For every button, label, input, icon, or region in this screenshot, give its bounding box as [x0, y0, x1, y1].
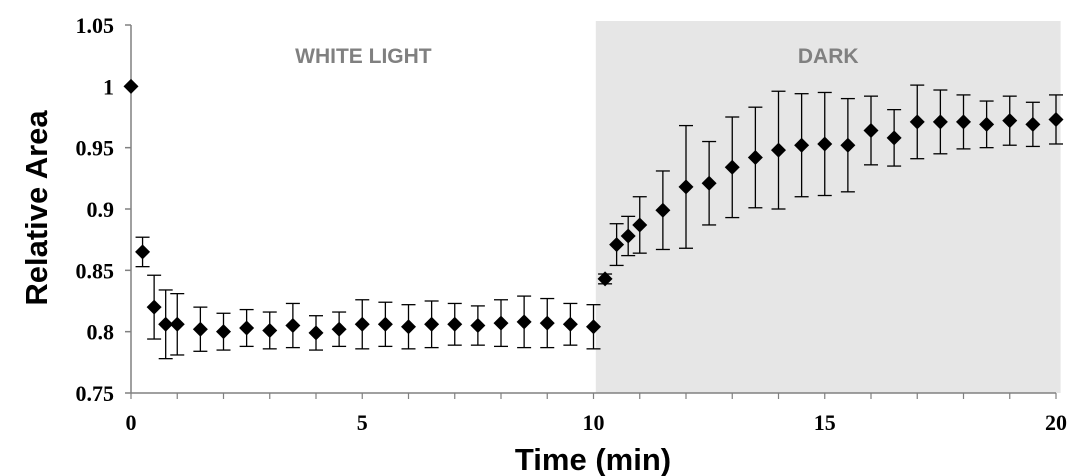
y-tick-label: 0.85: [76, 258, 115, 283]
data-point: [586, 319, 601, 335]
data-point: [956, 114, 971, 130]
x-tick-label: 20: [1045, 410, 1067, 435]
data-point: [424, 316, 440, 332]
y-tick-label: 0.95: [76, 136, 115, 161]
data-point: [308, 325, 324, 341]
data-point: [817, 136, 833, 152]
data-point: [401, 319, 416, 335]
region-1: [595, 21, 1061, 393]
x-tick-label: 5: [357, 410, 368, 435]
data-point: [620, 228, 636, 244]
data-point: [331, 321, 347, 337]
data-point: [216, 324, 231, 340]
region-label-1: DARK: [798, 45, 859, 68]
data-point: [516, 314, 532, 330]
region-0: [131, 21, 596, 393]
data-point: [377, 316, 393, 332]
y-tick-label: 0.8: [87, 320, 115, 345]
y-tick-label: 0.9: [87, 197, 115, 222]
data-point: [701, 175, 717, 191]
data-point: [123, 78, 139, 94]
data-point: [169, 316, 185, 332]
data-point: [1048, 111, 1064, 127]
data-point: [609, 237, 625, 253]
data-point: [192, 321, 208, 337]
data-point: [562, 316, 578, 332]
data-point: [1002, 113, 1018, 129]
error-bars: [135, 84, 1063, 360]
x-tick-label: 15: [814, 410, 836, 435]
data-point: [724, 159, 740, 175]
data-point: [909, 114, 925, 130]
region-labels: WHITE LIGHT DARK: [295, 45, 858, 68]
data-point: [1025, 116, 1041, 132]
data-point: [239, 320, 255, 336]
data-point: [979, 116, 995, 132]
data-point: [158, 316, 174, 332]
data-point: [354, 316, 370, 332]
x-tick-label: 0: [126, 410, 137, 435]
data-point: [747, 149, 763, 165]
data-point: [447, 316, 463, 332]
region-label-0: WHITE LIGHT: [295, 45, 432, 68]
data-point: [146, 299, 162, 315]
data-point: [597, 271, 613, 287]
data-point: [470, 318, 486, 334]
data-point: [135, 244, 151, 260]
y-tick-label: 0.75: [76, 381, 115, 406]
data-point: [655, 202, 671, 218]
background-regions: [131, 21, 1061, 393]
y-axis-title: Relative Area: [19, 110, 54, 306]
data-points: [123, 78, 1064, 341]
data-point: [863, 122, 879, 138]
x-tick-label: 10: [583, 410, 605, 435]
data-point: [886, 130, 902, 146]
y-tick-labels: 0.75 0.8 0.85 0.9 0.95 1 1.05: [76, 13, 115, 406]
data-point: [539, 315, 555, 331]
data-point: [771, 142, 786, 158]
x-tick-labels: 0 5 10 15 20: [126, 410, 1068, 435]
data-point: [632, 217, 648, 233]
data-point: [794, 137, 810, 153]
data-point: [932, 114, 948, 130]
data-point: [262, 322, 278, 338]
data-point: [285, 318, 301, 334]
y-tick-label: 1: [103, 74, 114, 99]
data-point: [493, 315, 509, 331]
y-tick-label: 1.05: [76, 13, 115, 38]
data-point: [678, 179, 694, 195]
x-axis-title: Time (min): [515, 442, 671, 476]
data-point: [840, 137, 856, 153]
